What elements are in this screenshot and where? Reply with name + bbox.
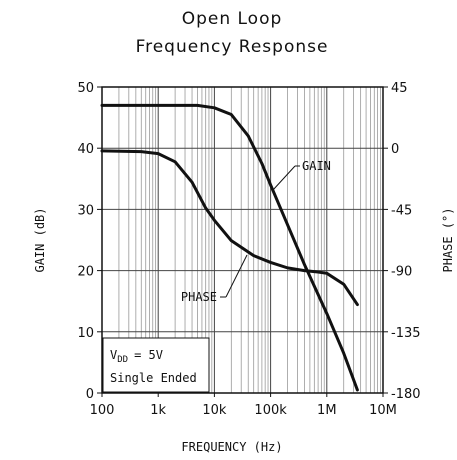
plot-frame — [101, 86, 384, 394]
series-line-phase — [100, 149, 359, 307]
left-tick-label: 30 — [77, 203, 94, 218]
x-axis-label: FREQUENCY (Hz) — [181, 440, 282, 454]
phase-label: PHASE — [181, 290, 217, 304]
gain-label: GAIN — [302, 159, 331, 173]
x-tick-label: 1M — [317, 403, 337, 418]
right-axis-ticks: -180 -135 -90 -45 0 45 — [383, 81, 421, 402]
right-tick-label: -135 — [391, 326, 421, 341]
x-tick-label: 10M — [369, 403, 397, 418]
left-tick-label: 20 — [77, 265, 94, 280]
vdd-subscript: DD — [117, 355, 128, 365]
x-tick-label: 100k — [254, 403, 287, 418]
condition-box — [102, 337, 210, 393]
right-tick-label: -90 — [391, 265, 412, 280]
left-tick-label: 50 — [77, 81, 94, 96]
y-axis-label-right: PHASE (°) — [441, 207, 455, 272]
x-tick-label: 10k — [202, 403, 227, 418]
y-axis-label-left: GAIN (dB) — [33, 207, 47, 272]
gain-leader-line — [272, 165, 296, 191]
right-tick-label: -180 — [391, 387, 421, 402]
vdd-symbol: V — [110, 348, 117, 362]
chart-title-line1: Open Loop — [182, 9, 283, 29]
right-tick-label: -45 — [391, 203, 412, 218]
left-tick-label: 40 — [77, 142, 94, 157]
x-tick-label: 1k — [150, 403, 166, 418]
left-tick-label: 0 — [86, 387, 94, 402]
mode-label: Single Ended — [110, 371, 197, 385]
series-line-gain — [100, 103, 359, 392]
x-axis-ticks: 100 1k 10k 100k 1M 10M — [90, 393, 397, 418]
left-tick-label: 10 — [77, 326, 94, 341]
vdd-label: VDD = 5V — [110, 348, 163, 365]
right-tick-label: 45 — [391, 81, 408, 96]
right-tick-label: 0 — [391, 142, 399, 157]
chart-series — [100, 103, 359, 392]
phase-leader-line — [225, 254, 248, 298]
vdd-value: = 5V — [134, 348, 163, 362]
x-tick-label: 100 — [90, 403, 115, 418]
chart-title-line2: Frequency Response — [136, 37, 329, 57]
left-axis-ticks: 0 10 20 30 40 50 — [77, 81, 102, 402]
